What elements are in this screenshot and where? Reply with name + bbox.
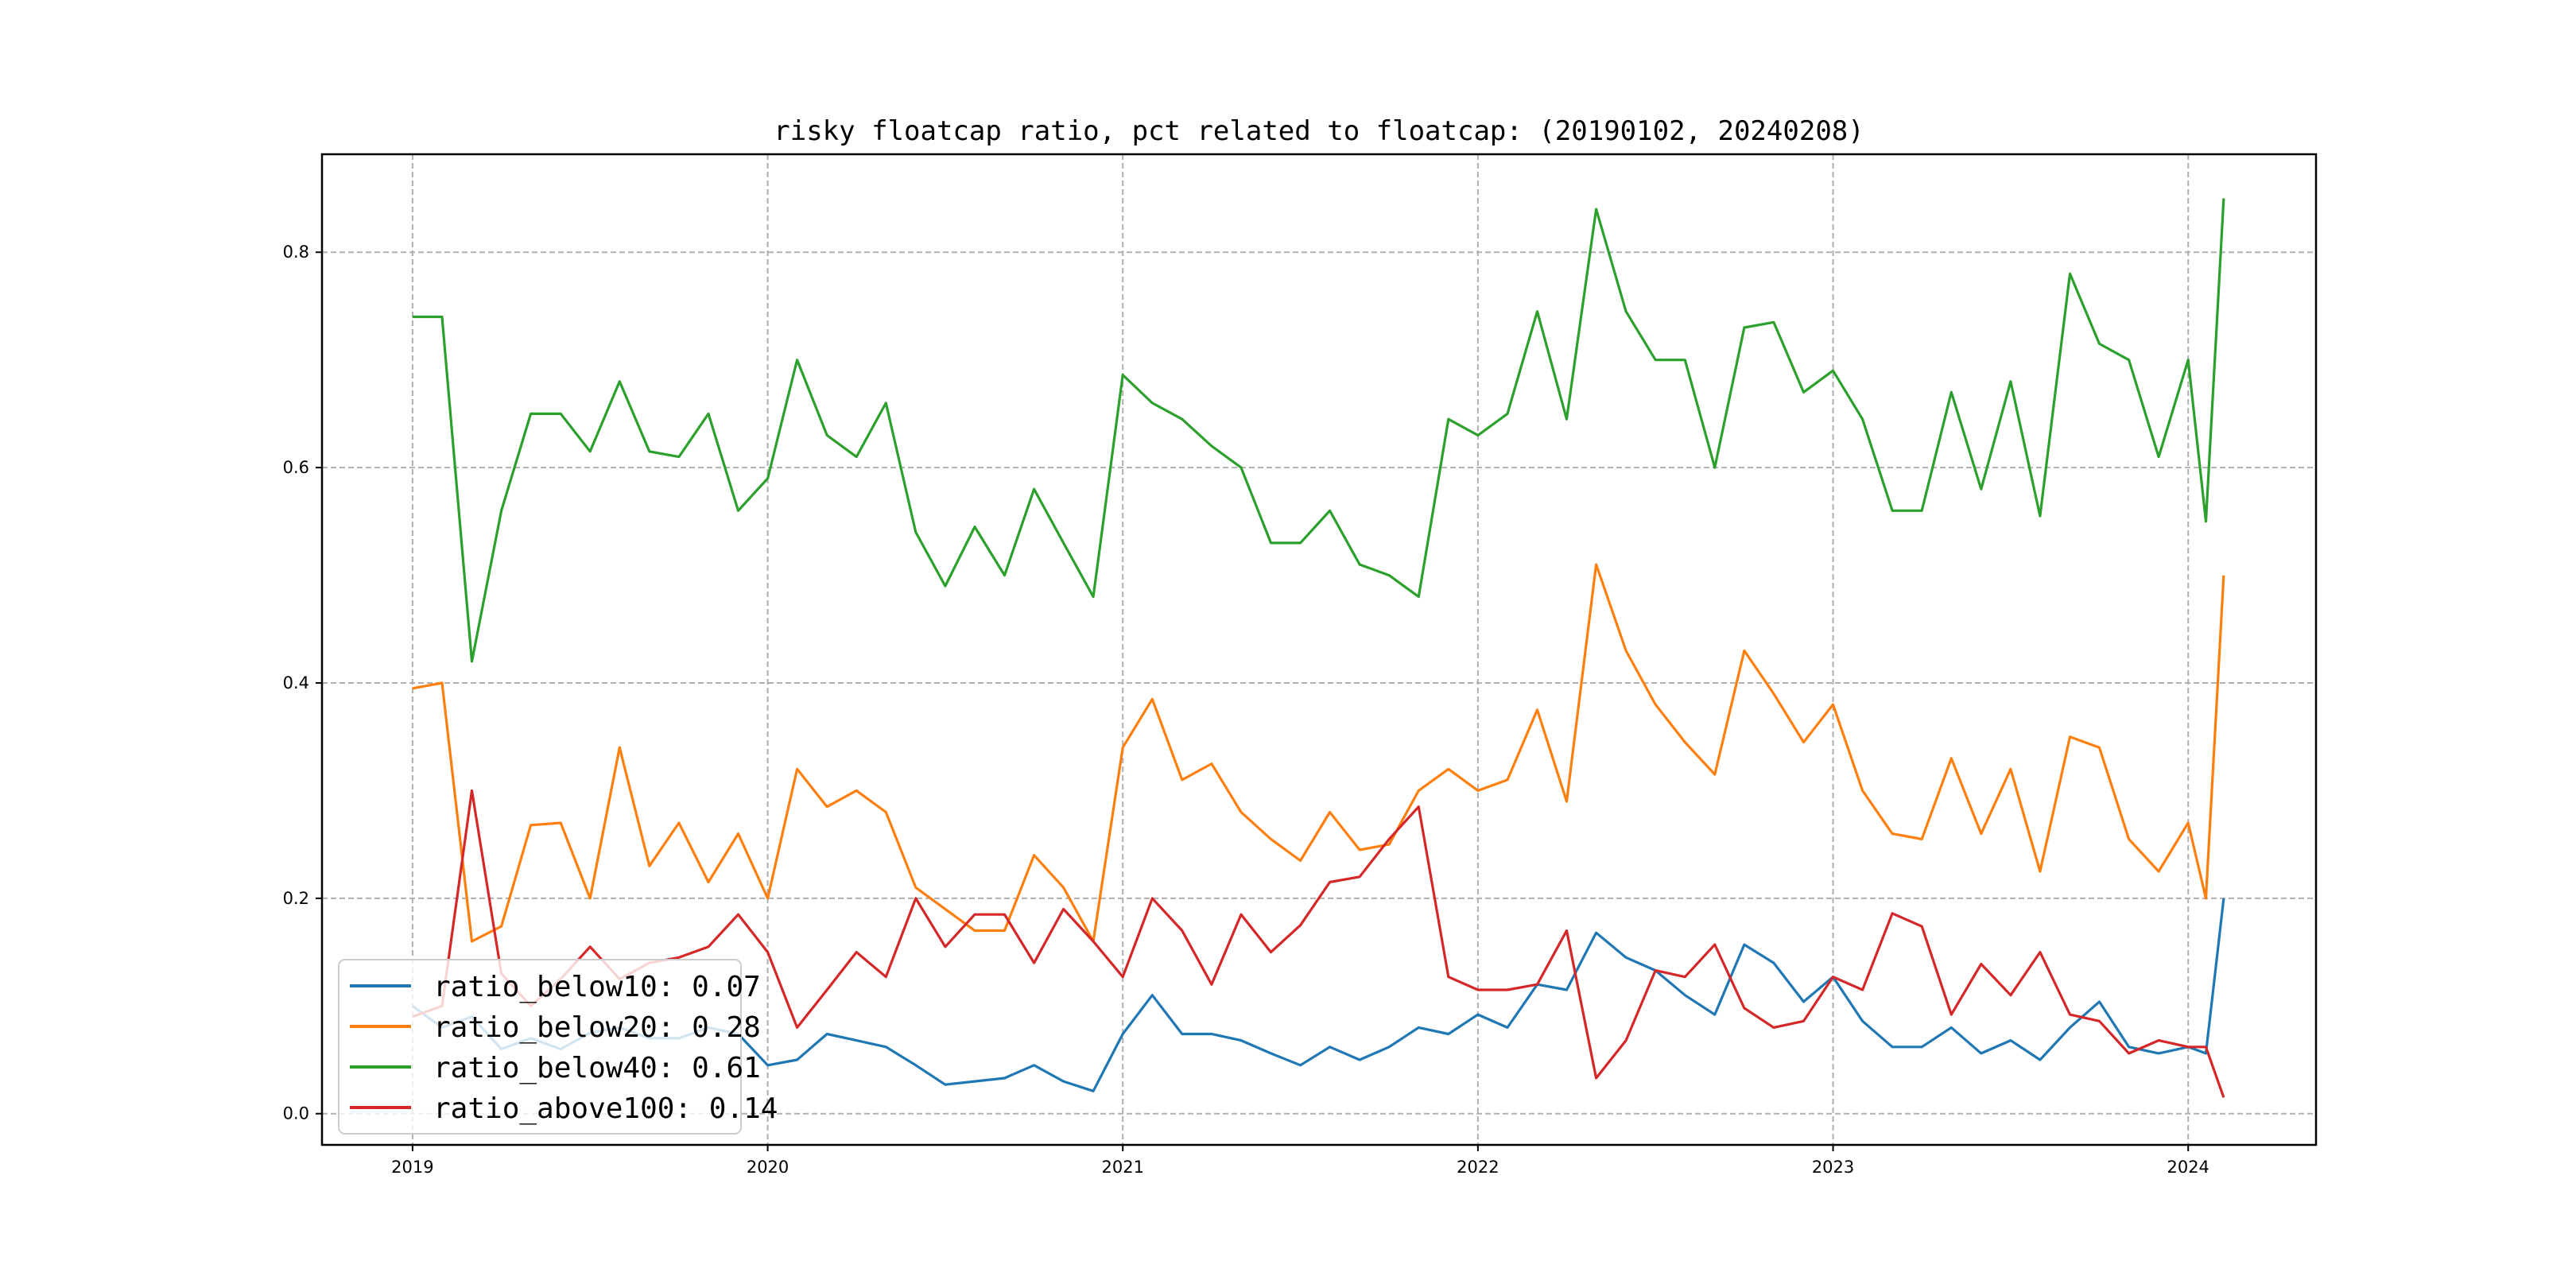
- x-tick-label: 2023: [1812, 1158, 1854, 1177]
- legend-label: ratio_above100: 0.14: [433, 1092, 778, 1125]
- y-tick-label: 0.8: [283, 242, 309, 262]
- legend-label: ratio_below10: 0.07: [433, 971, 761, 1003]
- series-line-ratio-above100: [412, 789, 2225, 1098]
- y-tick-label: 0.6: [283, 458, 309, 477]
- y-tick-label: 0.0: [283, 1104, 309, 1123]
- axis-ticks: 2019 2020 2021 2022 2023 2024 0.0 0.2 0.4 0.6 0.8: [283, 242, 2209, 1177]
- y-tick-label: 0.2: [283, 889, 309, 908]
- chart-title: risky floatcap ratio, pct related to flo…: [774, 115, 1864, 147]
- legend: ratio_below10: 0.07 ratio_below20: 0.28 ra…: [338, 959, 778, 1135]
- series-line-ratio-below40: [412, 198, 2225, 663]
- x-tick-label: 2021: [1101, 1158, 1143, 1177]
- x-tick-label: 2022: [1457, 1158, 1499, 1177]
- x-tick-label: 2024: [2167, 1158, 2209, 1177]
- legend-box: [338, 959, 742, 1135]
- legend-label: ratio_below40: 0.61: [433, 1052, 761, 1084]
- y-tick-label: 0.4: [283, 673, 309, 692]
- x-tick-label: 2020: [747, 1158, 789, 1177]
- x-tick-label: 2019: [391, 1158, 433, 1177]
- legend-label: ratio_below20: 0.28: [433, 1011, 761, 1044]
- plot-frame: [320, 153, 2318, 1146]
- series-line-ratio-below20: [412, 563, 2225, 943]
